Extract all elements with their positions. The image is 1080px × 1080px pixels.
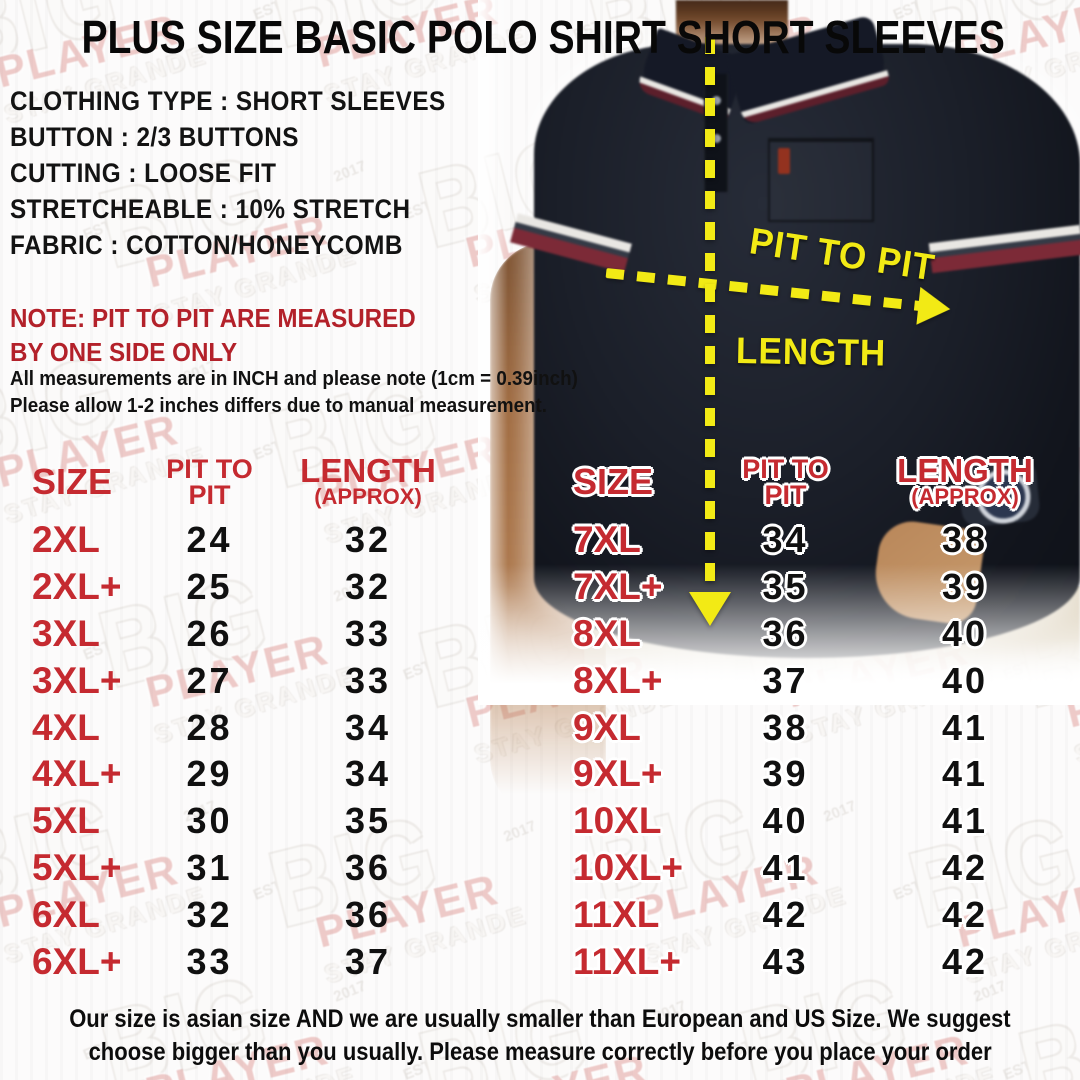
size-cell: 6XL+: [32, 940, 122, 982]
size-cell: 11XL: [573, 893, 660, 935]
header-length: LENGTH (APPROX): [300, 451, 436, 509]
chest-pocket: [768, 138, 874, 222]
length-cell: 36: [344, 846, 392, 888]
pit-cell: 28: [186, 706, 233, 748]
length-cell: 34: [344, 753, 392, 795]
pit-cell: 35: [762, 566, 809, 608]
pit-cell: 29: [186, 753, 233, 795]
length-cell: 42: [941, 846, 989, 888]
product-specs: CLOTHING TYPE : SHORT SLEEVES BUTTON : 2…: [10, 86, 494, 266]
unit-note: All measurements are in INCH and please …: [10, 368, 614, 422]
pit-cell: 39: [762, 753, 809, 795]
unit-note-line-1: All measurements are in INCH and please …: [10, 368, 578, 390]
size-cell: 4XL: [32, 706, 100, 748]
header-length: LENGTH (APPROX): [897, 451, 1033, 509]
spec-button: BUTTON : 2/3 BUTTONS: [10, 122, 299, 152]
length-label: LENGTH: [735, 330, 887, 374]
unit-note-line-2: Please allow 1-2 inches differs due to m…: [10, 395, 548, 417]
header-size: SIZE: [32, 460, 113, 502]
size-cell: 11XL+: [573, 940, 682, 982]
size-cell: 9XL: [573, 706, 641, 748]
spec-stretch: STRETCHEABLE : 10% STRETCH: [10, 194, 411, 224]
length-cell: 36: [344, 893, 392, 935]
pit-cell: 30: [186, 800, 233, 842]
size-cell: 4XL+: [32, 753, 122, 795]
pit-cell: 40: [762, 800, 809, 842]
header-pit-to-pit: PIT TO PIT: [742, 453, 829, 510]
size-cell: 7XL+: [573, 566, 663, 608]
pit-cell: 36: [762, 612, 809, 654]
pocket-logo: [778, 148, 790, 174]
pit-cell: 31: [186, 846, 233, 888]
size-cell: 10XL+: [573, 846, 684, 888]
pit-cell: 37: [762, 659, 809, 701]
length-cell: 32: [344, 519, 392, 561]
pit-cell: 25: [186, 566, 233, 608]
footer-line-2: choose bigger than you usually. Please m…: [88, 1038, 992, 1066]
pit-cell: 24: [186, 519, 233, 561]
length-cell: 40: [941, 612, 989, 654]
length-cell: 40: [941, 659, 989, 701]
table-header-row: SIZE PIT TO PIT LENGTH (APPROX): [563, 446, 1067, 517]
note-line-2: BY ONE SIDE ONLY: [10, 337, 238, 367]
size-cell: 7XL: [573, 519, 641, 561]
page-title: PLUS SIZE BASIC POLO SHIRT SHORT SLEEVES: [81, 11, 1005, 63]
watermark-year-text: 2017: [500, 817, 539, 846]
arrowhead-right-icon: [916, 286, 953, 329]
size-table-right: SIZE PIT TO PIT LENGTH (APPROX) 7XL 34 3…: [563, 446, 1067, 985]
size-cell: 8XL: [573, 612, 641, 654]
size-cell: 5XL+: [32, 846, 122, 888]
size-cell: 3XL+: [32, 659, 122, 701]
length-cell: 32: [344, 566, 392, 608]
length-cell: 37: [344, 940, 392, 982]
length-cell: 34: [344, 706, 392, 748]
length-cell: 41: [941, 706, 989, 748]
size-table-left: SIZE PIT TO PIT LENGTH (APPROX) 2XL 24 3…: [22, 446, 464, 985]
pit-cell: 32: [186, 893, 233, 935]
size-cell: 2XL: [32, 519, 100, 561]
header-pit-to-pit: PIT TO PIT: [166, 453, 253, 510]
header-size: SIZE: [573, 460, 654, 502]
note-line-1: NOTE: PIT TO PIT ARE MEASURED: [10, 303, 416, 333]
pit-cell: 38: [762, 706, 809, 748]
size-cell: 8XL+: [573, 659, 663, 701]
size-cell: 5XL: [32, 800, 100, 842]
size-cell: 3XL: [32, 612, 100, 654]
pit-cell: 43: [762, 940, 809, 982]
pit-cell: 33: [186, 940, 233, 982]
spec-fabric: FABRIC : COTTON/HONEYCOMB: [10, 230, 403, 260]
length-cell: 33: [344, 659, 392, 701]
length-cell: 42: [941, 940, 989, 982]
footer-note: Our size is asian size AND we are usuall…: [0, 1005, 1080, 1071]
length-cell: 41: [941, 800, 989, 842]
pit-cell: 27: [186, 659, 233, 701]
table-header-row: SIZE PIT TO PIT LENGTH (APPROX): [22, 446, 464, 517]
pit-cell: 34: [762, 519, 809, 561]
measure-note: NOTE: PIT TO PIT ARE MEASURED BY ONE SID…: [10, 303, 446, 371]
length-cell: 33: [344, 612, 392, 654]
pit-cell: 41: [762, 846, 809, 888]
size-cell: 6XL: [32, 893, 100, 935]
length-cell: 41: [941, 753, 989, 795]
length-cell: 42: [941, 893, 989, 935]
footer-line-1: Our size is asian size AND we are usuall…: [69, 1005, 1011, 1033]
length-cell: 39: [941, 566, 989, 608]
table-body: 7XL 34 38 7XL+ 35 39 8XL 36 40 8XL+ 37 4…: [563, 517, 1067, 985]
spec-clothing-type: CLOTHING TYPE : SHORT SLEEVES: [10, 86, 446, 116]
length-cell: 38: [941, 519, 989, 561]
size-cell: 10XL: [573, 800, 662, 842]
pit-cell: 26: [186, 612, 233, 654]
spec-cutting: CUTTING : LOOSE FIT: [10, 158, 277, 188]
length-cell: 35: [344, 800, 392, 842]
pit-cell: 42: [762, 893, 809, 935]
size-cell: 9XL+: [573, 753, 663, 795]
size-cell: 2XL+: [32, 566, 122, 608]
table-body: 2XL 24 32 2XL+ 25 32 3XL 26 33 3XL+ 27 3…: [22, 517, 464, 985]
